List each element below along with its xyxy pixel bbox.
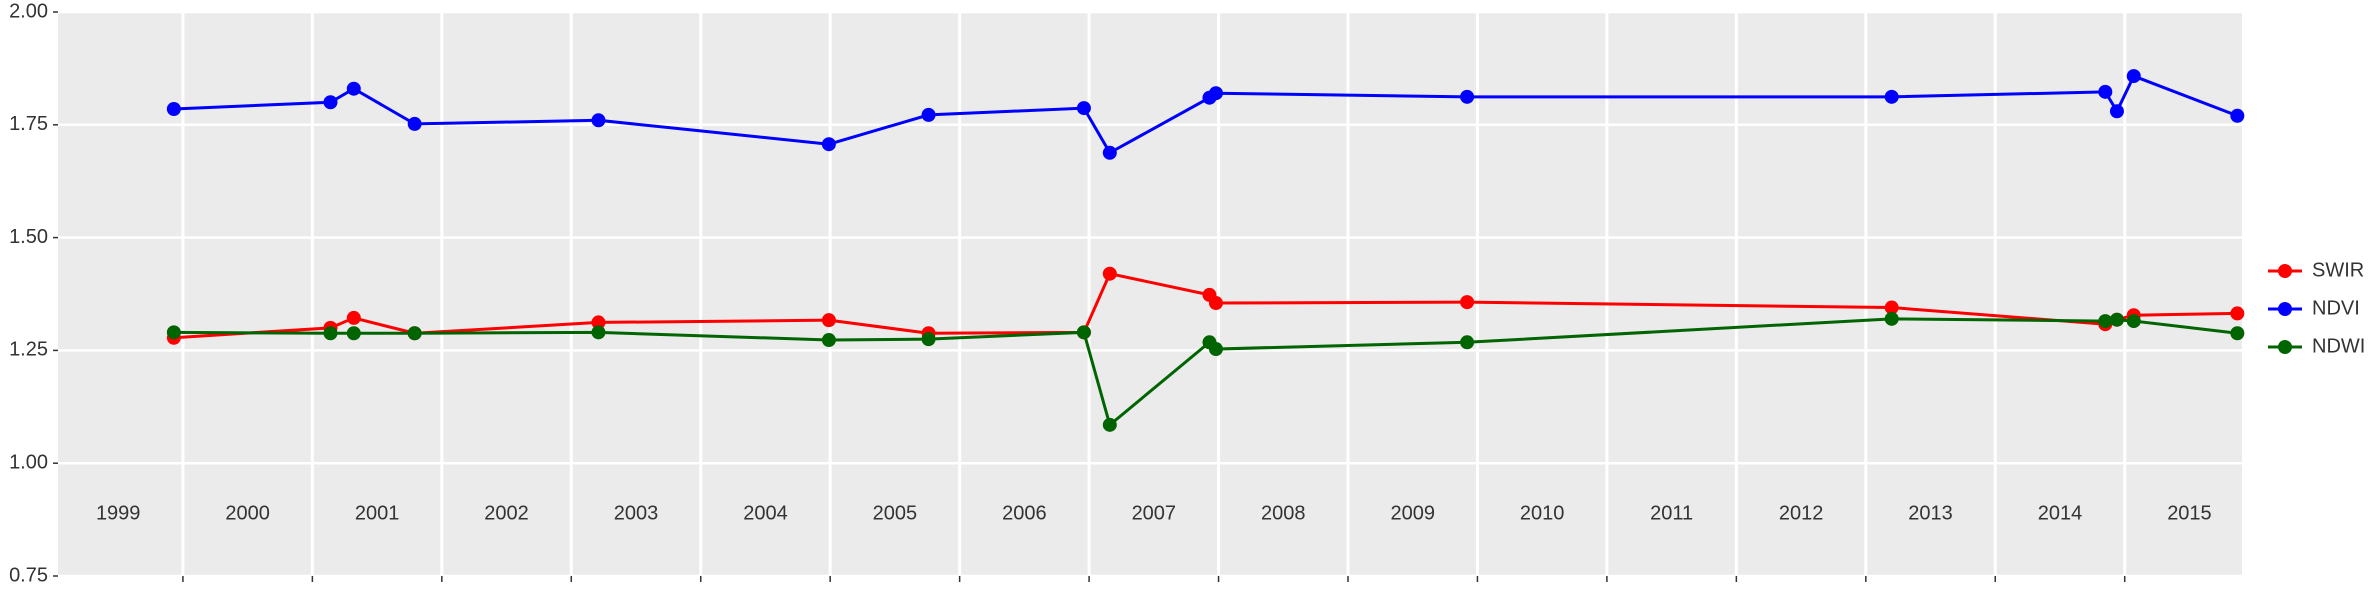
x-tick-label: 2015 — [2167, 502, 2212, 524]
legend-label: NDWI — [2312, 335, 2365, 357]
point — [2126, 314, 2141, 329]
point — [591, 325, 606, 340]
point — [2230, 108, 2245, 123]
point — [1102, 417, 1117, 432]
x-tick-label: 2006 — [1002, 502, 1047, 524]
legend-key-point — [2278, 302, 2292, 316]
x-tick-label: 2013 — [1908, 502, 1953, 524]
point — [1076, 325, 1091, 340]
point — [346, 326, 361, 341]
legend-key-point — [2278, 340, 2292, 354]
y-tick-label: 2.00 — [9, 0, 48, 22]
point — [1460, 89, 1475, 104]
point — [1884, 300, 1899, 315]
y-tick-label: 1.50 — [9, 226, 48, 248]
point — [1102, 145, 1117, 160]
x-tick-label: 2002 — [484, 502, 529, 524]
x-tick-label: 2011 — [1650, 502, 1693, 524]
x-tick-label: 2005 — [873, 502, 918, 524]
point — [407, 116, 422, 131]
x-tick-label: 2009 — [1390, 502, 1435, 524]
legend-key-point — [2278, 264, 2292, 278]
point — [2109, 312, 2124, 327]
x-tick-label: 2001 — [355, 502, 400, 524]
point — [821, 137, 836, 152]
point — [1208, 342, 1223, 357]
x-tick-label: 2010 — [1520, 502, 1565, 524]
point — [1208, 86, 1223, 101]
point — [2230, 306, 2245, 321]
point — [2098, 314, 2113, 329]
x-tick-label: 2012 — [1779, 502, 1824, 524]
point — [346, 310, 361, 325]
point — [821, 333, 836, 348]
legend-label: NDVI — [2312, 297, 2360, 319]
point — [921, 332, 936, 347]
point — [591, 113, 606, 128]
point — [2098, 84, 2113, 99]
point — [1460, 335, 1475, 350]
point — [1102, 266, 1117, 281]
x-tick-label: 2008 — [1261, 502, 1306, 524]
point — [346, 81, 361, 96]
y-tick-label: 1.25 — [9, 339, 48, 361]
y-tick-label: 1.00 — [9, 451, 48, 473]
point — [1208, 296, 1223, 311]
x-tick-label: 2004 — [743, 502, 788, 524]
point — [921, 107, 936, 122]
point — [166, 102, 181, 117]
point — [821, 313, 836, 328]
point — [407, 326, 422, 341]
panel — [58, 12, 2242, 576]
y-tick-label: 0.75 — [9, 564, 48, 586]
y-tick-label: 1.75 — [9, 113, 48, 135]
point — [1076, 101, 1091, 116]
point — [323, 95, 338, 110]
x-tick-label: 2000 — [225, 502, 270, 524]
point — [1884, 311, 1899, 326]
point — [323, 326, 338, 341]
legend-label: SWIR — [2312, 259, 2364, 281]
point — [2126, 69, 2141, 84]
point — [591, 315, 606, 330]
point — [1884, 89, 1899, 104]
x-tick-label: 2007 — [1132, 502, 1177, 524]
point — [2230, 326, 2245, 341]
x-tick-label: 2003 — [614, 502, 659, 524]
x-tick-label: 1999 — [96, 502, 141, 524]
point — [2109, 104, 2124, 119]
point — [166, 325, 181, 340]
x-tick-label: 2014 — [2038, 502, 2083, 524]
point — [1460, 295, 1475, 310]
